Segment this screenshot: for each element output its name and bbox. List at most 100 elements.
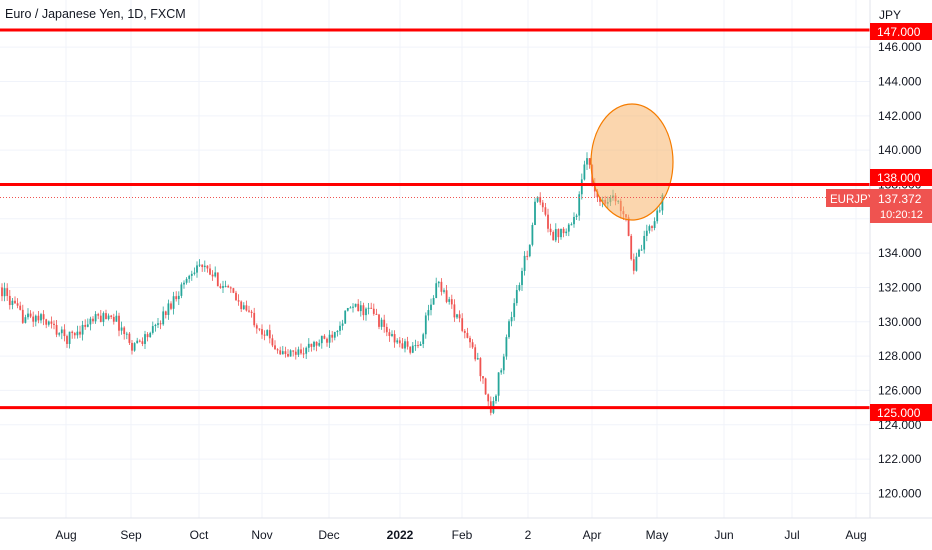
candle-body (580, 179, 583, 195)
price-tick-label: 144.000 (878, 74, 922, 88)
candle-body (630, 235, 633, 260)
candle-body (497, 372, 500, 396)
candle-body (164, 311, 167, 315)
candle-body (281, 351, 284, 355)
candle-body (193, 272, 196, 274)
candle-body (50, 321, 53, 324)
candle-body (391, 334, 393, 336)
candle-body (92, 318, 94, 322)
grid (0, 0, 870, 518)
candle-body (573, 216, 575, 225)
candle-body (518, 285, 521, 291)
candle-body (479, 358, 482, 377)
candle-body (206, 265, 209, 269)
candle-body (287, 354, 289, 357)
candle-body (443, 290, 445, 292)
candle-body (8, 295, 11, 306)
candle-body (271, 338, 274, 346)
time-scale-background (0, 518, 932, 550)
last-price-tag-text: 137.372 (878, 192, 922, 206)
candle-body (318, 343, 321, 346)
candle-body (476, 358, 479, 360)
symbol-tag-text: EURJPY (830, 194, 876, 206)
candle-body (349, 307, 352, 309)
candle-body (53, 323, 55, 325)
candle-body (367, 307, 370, 309)
candle-body (118, 315, 120, 331)
candle-body (294, 351, 297, 355)
candle-body (575, 215, 578, 217)
candle-body (102, 313, 105, 322)
time-axis-label: Feb (452, 528, 473, 542)
candle-body (229, 287, 232, 289)
candle-body (380, 319, 383, 327)
price-tick-label: 134.000 (878, 246, 922, 260)
candle-body (60, 329, 63, 334)
candle-body (27, 313, 29, 318)
candle-body (388, 332, 391, 336)
countdown-tag-text: 10:20:12 (880, 209, 923, 221)
candle-body (341, 323, 344, 326)
candle-body (357, 303, 360, 312)
candle-body (458, 314, 461, 319)
candle-body (648, 226, 651, 231)
candle-body (406, 341, 409, 347)
candle-body (125, 333, 128, 335)
candle-body (76, 331, 79, 336)
candle-body (105, 313, 107, 320)
level-138-tag-background (870, 169, 932, 186)
candle-body (240, 301, 243, 310)
candle-body (11, 300, 14, 306)
candle-body (112, 316, 115, 322)
candle-body (414, 345, 417, 347)
time-axis-label: Dec (318, 528, 339, 542)
symbol-tag-background (826, 189, 871, 207)
candle-body (128, 333, 131, 343)
level-147-tag-text: 147.000 (877, 25, 921, 39)
candle-body (419, 344, 422, 346)
time-axis-label: May (646, 528, 669, 542)
candle-body (255, 325, 258, 329)
candle-body (523, 255, 526, 271)
candle-body (224, 285, 227, 287)
candle-body (461, 318, 464, 331)
candle-body (661, 194, 664, 211)
time-axis-label: Sep (120, 528, 142, 542)
candle-body (245, 305, 248, 311)
candle-body (562, 228, 565, 234)
candle-body (487, 394, 490, 402)
candle-body (242, 305, 245, 310)
candle-body (315, 341, 318, 346)
candle-body (6, 288, 9, 296)
chart-title: Euro / Japanese Yen, 1D, FXCM (5, 7, 186, 21)
last-price-tag: 137.372 10:20:12 (870, 189, 932, 223)
candle-body (284, 351, 287, 355)
level-138-tag: 138.000 (870, 169, 932, 186)
candle-body (375, 313, 378, 315)
candle-body (417, 345, 419, 347)
candle-body (453, 304, 456, 318)
highlight-ellipse[interactable] (590, 103, 674, 221)
candle-body (94, 314, 97, 322)
candle-body (578, 194, 581, 216)
candle-body (21, 309, 24, 323)
candle-body (336, 330, 339, 333)
candle-body (526, 255, 529, 257)
candle-body (544, 207, 547, 215)
candle-body (292, 350, 295, 352)
candle-body (159, 323, 162, 325)
time-axis-label: Jun (714, 528, 733, 542)
candle-body (14, 300, 16, 304)
candle-body (531, 224, 534, 245)
candle-body (123, 327, 126, 335)
candle-body (640, 249, 643, 251)
candle-body (136, 340, 139, 344)
candle-body (344, 310, 347, 324)
candle-body (146, 334, 149, 338)
candle-body (651, 226, 653, 228)
candle-body (536, 196, 539, 202)
candle-body (500, 370, 503, 373)
candle-body (385, 326, 388, 333)
price-tick-label: 128.000 (878, 349, 922, 363)
